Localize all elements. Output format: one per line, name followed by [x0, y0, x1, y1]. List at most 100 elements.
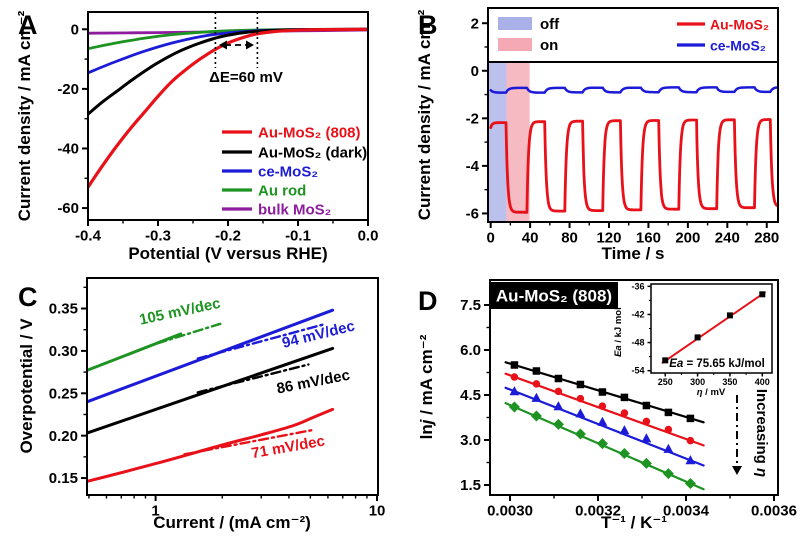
y-tick-label: -2 — [466, 110, 479, 127]
y-tick-label: 3.0 — [460, 432, 481, 449]
square-marker — [662, 357, 669, 364]
series-Au-MoS₂ — [489, 118, 779, 214]
x-tick-label: 0.0034 — [663, 502, 710, 519]
annotation-text: 71 mV/dec — [250, 433, 326, 463]
x-tick-label: 1 — [151, 502, 159, 519]
panel-b: B 0 40 80 120 160 200 240 280 2 0 -2 -4 -6 Time / s Cu… — [400, 0, 800, 268]
title-box — [490, 282, 618, 309]
panel-d: D 0.0030 0.0032 0.0034 0.0036 1.5 3.0 4.5 6.0 7.… — [400, 268, 800, 536]
panel-c-chart: 1 10 0.15 0.20 0.25 0.30 0.35 Current / (mA cm⁻… — [17, 277, 386, 532]
legend-label: ce-MoS₂ — [710, 37, 766, 53]
x-axis-label: Potential (V versus RHE) — [128, 244, 327, 263]
circle-marker — [532, 380, 541, 388]
square-marker — [694, 334, 701, 341]
diamond-marker — [618, 447, 630, 460]
y-axis-label: Current density / mA cm⁻² — [415, 9, 434, 220]
chart-D: 0.0030 0.0032 0.0034 0.0036 1.5 3.0 4.5 6.0 7.5 T… — [417, 279, 797, 532]
legend-swatch-on — [498, 38, 532, 51]
diamond-marker — [684, 477, 696, 490]
triangle-marker — [663, 443, 674, 453]
triangle-marker — [597, 416, 608, 426]
series-Au rod Tafel (105 mV/dec) — [86, 332, 183, 372]
panel-a-chart: -0.4 -0.3 -0.2 -0.1 0.0 0 -20 -40 -60 Potential (… — [15, 10, 378, 263]
square-marker — [620, 393, 629, 402]
y-tick-label: -20 — [57, 81, 79, 98]
x-tick-label: 0.0036 — [751, 502, 797, 519]
x-tick-label: 0.0030 — [487, 502, 533, 519]
square-marker — [510, 361, 519, 369]
chart-C: 1 10 0.15 0.20 0.25 0.30 0.35 Current / (mA cm⁻… — [17, 277, 386, 532]
y-tick-label: 2 — [471, 15, 479, 32]
triangle-marker — [553, 401, 564, 411]
arrowhead-left — [219, 40, 227, 50]
chart-A: -0.4 -0.3 -0.2 -0.1 0.0 0 -20 -40 -60 Potential (… — [15, 10, 378, 263]
square-marker — [686, 414, 695, 423]
y-axis-label: lnj / mA cm⁻² — [417, 334, 436, 439]
y-tick-label: -40 — [57, 141, 79, 158]
x-tick-label: -0.1 — [285, 227, 311, 244]
y-tick-label: 0.15 — [49, 470, 78, 487]
plot-frame — [86, 277, 379, 496]
chart-Dins: 250 300 350 400 -36 -42 -48 -54 η / mV Ea / kJ mo… — [613, 281, 773, 398]
y-tick-label: 0.20 — [49, 428, 78, 445]
x-tick-label: -0.3 — [145, 227, 171, 244]
x-tick-label: 200 — [675, 229, 700, 246]
y-tick-label: 0 — [71, 21, 79, 38]
x-tick-label: 280 — [754, 229, 779, 246]
x-axis-label: η / mV — [697, 387, 726, 398]
legend-label: Au-MoS₂ (dark) — [258, 144, 367, 161]
x-tick-label: 350 — [722, 377, 737, 387]
shaded-band — [506, 62, 530, 222]
circle-marker — [554, 387, 563, 396]
arrowhead-down — [732, 466, 742, 475]
diamond-marker — [574, 428, 586, 440]
y-tick-label: 1.5 — [460, 477, 481, 494]
x-tick-label: 240 — [715, 229, 740, 246]
triangle-marker — [619, 425, 630, 435]
y-tick-label: 0.25 — [49, 385, 78, 402]
square-marker — [532, 367, 541, 375]
x-tick-label: 160 — [636, 229, 661, 246]
legend-label: off — [540, 16, 560, 33]
circle-marker — [598, 402, 607, 410]
legend-label: Au rod — [258, 182, 306, 199]
shaded-band — [488, 62, 507, 222]
y-axis-label: Ea / kJ mol⁻¹ — [613, 299, 624, 357]
y-tick-label: -48 — [631, 338, 644, 348]
diamond-marker — [530, 410, 542, 422]
square-marker — [598, 388, 607, 396]
legend-label: bulk MoS₂ — [258, 201, 331, 218]
y-tick-label: 7.5 — [460, 297, 481, 314]
x-tick-label: -0.4 — [75, 227, 102, 244]
circle-marker — [642, 417, 651, 426]
panel-c: C 1 10 0.15 0.20 0.25 0.30 0.35 Current / (mA c… — [0, 268, 400, 536]
x-tick-label: 250 — [658, 377, 673, 387]
y-tick-label: -4 — [466, 158, 480, 175]
square-marker — [554, 374, 563, 383]
legend-label: Au-MoS₂ — [710, 16, 769, 32]
annotation-text: 105 mV/dec — [138, 295, 222, 329]
y-tick-label: -42 — [631, 310, 644, 320]
panel-a: A -0.4 -0.3 -0.2 -0.1 0.0 0 -20 -40 -60 Potential… — [0, 0, 400, 268]
x-tick-label: 300 — [690, 377, 705, 387]
diamond-marker — [662, 468, 674, 480]
circle-marker — [620, 409, 629, 417]
x-axis-label: Current / (mA cm⁻²) — [153, 513, 311, 532]
series-Au-MoS₂ (808) — [87, 27, 369, 189]
triangle-marker — [509, 386, 520, 396]
diamond-marker — [640, 457, 652, 469]
diamond-marker — [508, 401, 520, 413]
panel-title: Au-MoS₂ (808) — [496, 287, 612, 306]
x-axis-label: T⁻¹ / K⁻¹ — [601, 513, 667, 532]
y-tick-label: -6 — [466, 206, 479, 223]
plot-frame — [487, 7, 779, 223]
x-tick-label: 400 — [755, 377, 770, 387]
circle-marker — [510, 373, 519, 381]
triangle-marker — [575, 408, 586, 418]
x-tick-label: 40 — [522, 229, 539, 246]
y-tick-label: 0.30 — [49, 343, 78, 360]
x-tick-label: -0.2 — [215, 227, 241, 244]
series-ce-MoS₂ Tafel fit — [196, 323, 325, 360]
x-tick-label: 10 — [369, 502, 386, 519]
y-tick-label: 0 — [471, 63, 479, 80]
